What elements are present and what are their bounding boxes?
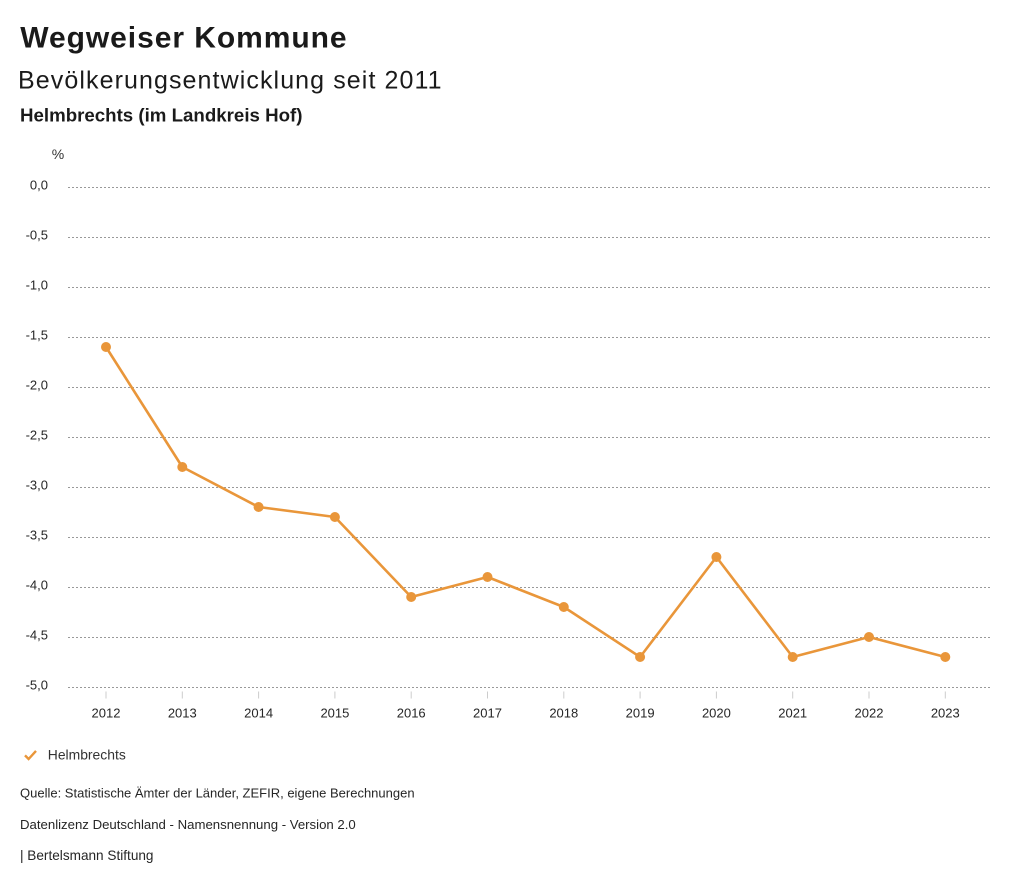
svg-text:-4,5: -4,5 — [26, 628, 48, 643]
svg-text:2013: 2013 — [168, 706, 197, 721]
svg-text:2020: 2020 — [702, 706, 731, 721]
svg-text:-0,5: -0,5 — [26, 228, 48, 243]
svg-text:2023: 2023 — [931, 706, 960, 721]
svg-text:Helmbrechts: Helmbrechts — [48, 747, 126, 763]
svg-text:2012: 2012 — [92, 706, 121, 721]
svg-text:2017: 2017 — [473, 706, 502, 721]
svg-text:%: % — [52, 146, 64, 162]
svg-text:| Bertelsmann Stiftung: | Bertelsmann Stiftung — [20, 848, 154, 863]
svg-text:Datenlizenz Deutschland - Name: Datenlizenz Deutschland - Namensnennung … — [20, 817, 356, 832]
svg-text:-1,0: -1,0 — [26, 278, 48, 293]
svg-text:2014: 2014 — [244, 706, 273, 721]
svg-text:Quelle: Statistische Ämter der: Quelle: Statistische Ämter der Länder, Z… — [20, 786, 415, 801]
svg-text:-5,0: -5,0 — [26, 678, 48, 693]
svg-text:-4,0: -4,0 — [26, 578, 48, 593]
svg-text:2022: 2022 — [855, 706, 884, 721]
svg-text:-3,0: -3,0 — [26, 478, 48, 493]
svg-text:2016: 2016 — [397, 706, 426, 721]
svg-text:-3,5: -3,5 — [26, 528, 48, 543]
svg-text:-2,0: -2,0 — [26, 378, 48, 393]
svg-text:Helmbrechts (im Landkreis Hof): Helmbrechts (im Landkreis Hof) — [20, 104, 302, 125]
svg-text:Bevölkerungsentwicklung seit 2: Bevölkerungsentwicklung seit 2011 — [18, 67, 443, 95]
svg-text:2015: 2015 — [320, 706, 349, 721]
svg-text:2018: 2018 — [549, 706, 578, 721]
svg-text:2019: 2019 — [626, 706, 655, 721]
svg-text:2021: 2021 — [778, 706, 807, 721]
svg-text:0,0: 0,0 — [30, 178, 48, 193]
svg-text:-1,5: -1,5 — [26, 328, 48, 343]
svg-text:-2,5: -2,5 — [26, 428, 48, 443]
svg-text:Wegweiser Kommune: Wegweiser Kommune — [20, 22, 347, 55]
